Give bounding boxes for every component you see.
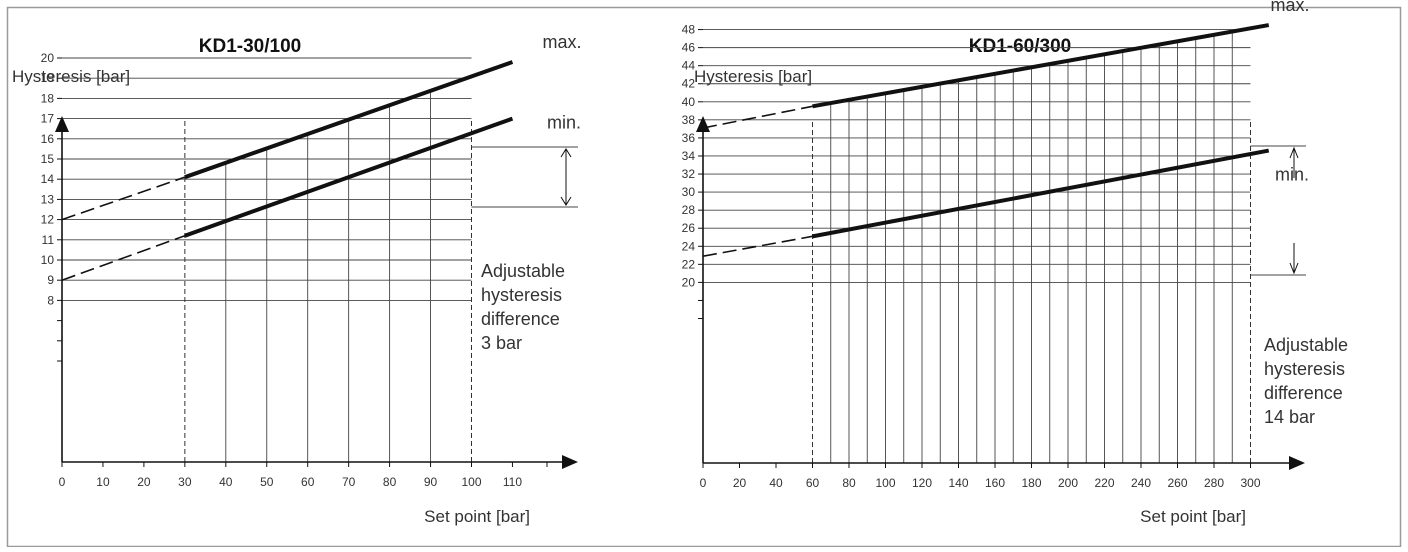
right-x-tick-label: 120 [912,476,932,490]
left-annotation-line: Adjustable [481,261,565,281]
left-difference-arrow-head-top [560,148,572,158]
right-min-line [812,148,1270,239]
left-x-tick-label: 90 [424,475,438,489]
right-difference-arrow-head-top [1289,146,1299,159]
left-x-tick-label: 60 [301,475,315,489]
left-y-tick-label: 20 [41,51,55,65]
left-y-tick-label: 9 [47,273,54,287]
right-annotation-line: Adjustable [1264,335,1348,355]
left-x-tick-label: 100 [461,475,481,489]
right-x-tick-label: 300 [1240,476,1260,490]
left-y-tick-label: 15 [41,152,55,166]
right-x-tick-label: 200 [1058,476,1078,490]
right-y-tick-label: 48 [682,23,696,37]
right-chart-title: KD1-60/300 [969,36,1071,57]
left-y-tick-label: 16 [41,132,55,146]
right-x-tick-label: 80 [842,476,856,490]
left-annotation-line: difference [481,309,560,329]
left-annotation-line: hysteresis [481,285,562,305]
right-y-axis-label: Hysteresis [bar] [694,67,812,86]
left-y-tick-label: 19 [41,71,55,85]
right-min-line-extension [702,235,813,258]
left-x-tick-label: 80 [383,475,397,489]
right-y-tick-label: 24 [682,239,696,253]
right-y-tick-label: 44 [682,59,696,73]
left-chart: 8 9 10 11 12 13 14 15 16 17 18 19 20 0 10 20 30 40 50 60 70 8… [41,32,582,489]
left-y-tick-label: 10 [41,253,55,267]
right-x-axis-label: Set point [bar] [1140,507,1246,526]
left-min-line [184,116,514,238]
left-y-tick-label: 18 [41,91,55,105]
right-x-tick-label: 180 [1021,476,1041,490]
left-y-tick-label: 8 [47,293,54,307]
left-y-tick-label: 13 [41,192,55,206]
right-x-tick-label: 240 [1131,476,1151,490]
right-annotation-line: hysteresis [1264,359,1345,379]
right-y-tick-label: 22 [682,257,696,271]
left-x-tick-label: 10 [96,475,110,489]
left-x-tick-label: 30 [178,475,192,489]
left-max-line-extension [61,176,186,221]
left-x-tick-label: 20 [137,475,151,489]
left-y-tick-label: 14 [41,172,55,186]
right-x-tick-label: 60 [806,476,820,490]
right-y-tick-label: 40 [682,95,696,109]
right-y-tick-label: 28 [682,203,696,217]
left-x-axis-label: Set point [bar] [424,507,530,526]
chart-border [6,6,1402,548]
right-chart: 20 22 24 26 28 30 32 34 36 38 40 42 44 46 48 0 20 40 60 80 1… [682,0,1348,490]
right-y-tick-label: 30 [682,185,696,199]
right-max-line-extension [702,105,813,129]
right-x-tick-label: 280 [1204,476,1224,490]
left-y-tick-label: 11 [42,233,55,247]
right-x-tick-label: 20 [733,476,747,490]
right-x-tick-label: 0 [700,476,707,490]
left-min-line-extension [61,235,186,281]
right-y-tick-label: 38 [682,113,696,127]
right-x-tick-label: 160 [985,476,1005,490]
right-y-tick-label: 32 [682,167,696,181]
left-y-axis-arrow [55,116,69,132]
right-max-line [812,23,1270,109]
left-max-label: max. [542,32,581,52]
left-chart-title: KD1-30/100 [199,36,301,57]
right-annotation-line: 14 bar [1264,407,1315,427]
right-x-axis-arrow [1289,456,1305,470]
right-x-tick-label: 260 [1167,476,1187,490]
left-y-tick-label: 17 [41,112,55,126]
right-annotation-line: difference [1264,383,1343,403]
right-y-tick-label: 42 [682,77,696,91]
left-annotation-line: 3 bar [481,333,522,353]
left-x-tick-label: 70 [342,475,356,489]
right-y-tick-label: 20 [682,275,696,289]
right-x-tick-label: 100 [875,476,895,490]
left-min-label: min. [547,113,581,133]
right-max-label: max. [1270,0,1309,15]
left-y-tick-label: 12 [41,213,55,227]
right-x-tick-label: 220 [1094,476,1114,490]
left-x-tick-label: 40 [219,475,233,489]
right-y-axis-arrow [696,116,710,132]
right-y-tick-label: 26 [682,221,696,235]
left-x-axis-arrow [562,455,578,469]
left-x-tick-label: 110 [503,475,522,489]
left-difference-arrow-head-bottom [560,196,572,206]
right-y-tick-label: 36 [682,131,696,145]
right-x-tick-label: 140 [948,476,968,490]
left-max-line [184,60,514,180]
right-y-tick-label: 46 [682,41,696,55]
right-difference-arrow-head-bottom [1289,262,1299,275]
right-min-label: min. [1275,165,1309,185]
left-x-tick-label: 0 [59,475,66,489]
right-x-tick-label: 40 [769,476,783,490]
right-y-tick-label: 34 [682,149,696,163]
left-x-tick-label: 50 [260,475,274,489]
left-y-axis-label: Hysteresis [bar] [12,67,130,86]
